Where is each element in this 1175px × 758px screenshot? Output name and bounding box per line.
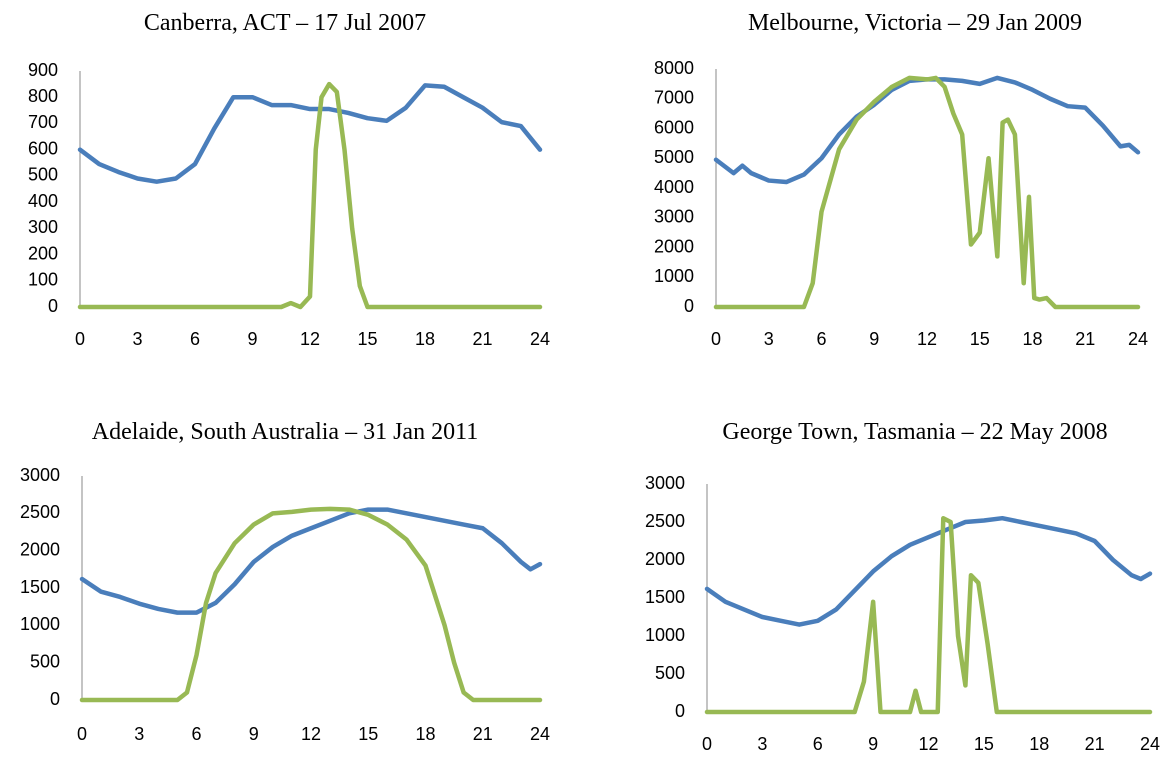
series-line [79,506,543,703]
x-tick-label: 15 [974,734,994,754]
x-tick-label: 18 [415,724,435,744]
chart-panel: Canberra, ACT – 17 Jul 2007 0 100 200 300 400… [28,10,550,349]
y-tick-label: 2500 [20,502,60,522]
chart-title: Melbourne, Victoria – 29 Jan 2009 [748,10,1082,36]
x-tick-label: 6 [190,329,200,349]
x-tick-label: 9 [247,329,257,349]
x-tick-label: 24 [530,329,550,349]
x-tick-label: 12 [300,329,320,349]
x-tick-label: 3 [132,329,142,349]
x-tick-label: 21 [1085,734,1105,754]
y-tick-label: 800 [28,86,58,106]
x-tick-label: 3 [134,724,144,744]
y-tick-label: 900 [28,60,58,80]
x-tick-label: 15 [358,724,378,744]
x-tick-label: 0 [75,329,85,349]
y-tick-label: 0 [684,296,694,316]
series-line [713,75,1141,185]
y-tick-label: 1500 [645,587,685,607]
x-tick-label: 12 [917,329,937,349]
series-line [77,83,543,184]
x-tick-label: 9 [249,724,259,744]
y-tick-label: 1000 [654,266,694,286]
y-tick-label: 0 [675,701,685,721]
y-tick-label: 2500 [645,511,685,531]
y-tick-label: 3000 [645,473,685,493]
x-tick-label: 21 [1075,329,1095,349]
y-tick-label: 500 [28,165,58,185]
y-tick-label: 8000 [654,58,694,78]
y-tick-label: 1000 [20,614,60,634]
x-tick-label: 18 [1022,329,1042,349]
x-tick-label: 3 [764,329,774,349]
series-line [77,81,543,310]
x-tick-label: 12 [301,724,321,744]
y-tick-label: 200 [28,243,58,263]
y-tick-label: 6000 [654,117,694,137]
x-tick-label: 24 [530,724,550,744]
y-tick-label: 2000 [654,236,694,256]
x-tick-label: 24 [1140,734,1160,754]
chart-title: George Town, Tasmania – 22 May 2008 [722,419,1107,445]
series-line [79,507,543,615]
x-tick-label: 18 [1029,734,1049,754]
y-tick-label: 500 [30,651,60,671]
x-tick-label: 18 [415,329,435,349]
y-tick-label: 400 [28,191,58,211]
x-tick-label: 0 [711,329,721,349]
series-line [704,515,1153,627]
y-tick-label: 7000 [654,88,694,108]
x-tick-label: 0 [77,724,87,744]
y-tick-label: 3000 [20,465,60,485]
chart-title: Adelaide, South Australia – 31 Jan 2011 [92,419,478,445]
y-tick-label: 1500 [20,577,60,597]
x-tick-label: 12 [918,734,938,754]
x-tick-label: 24 [1128,329,1148,349]
chart-panel: Adelaide, South Australia – 31 Jan 2011 0… [20,419,550,744]
x-tick-label: 6 [191,724,201,744]
series-line [704,515,1153,715]
y-tick-label: 0 [48,296,58,316]
chart-title: Canberra, ACT – 17 Jul 2007 [144,10,426,36]
x-tick-label: 9 [869,329,879,349]
y-tick-label: 3000 [654,207,694,227]
x-tick-label: 0 [702,734,712,754]
x-tick-label: 9 [868,734,878,754]
y-tick-label: 300 [28,217,58,237]
y-tick-label: 700 [28,112,58,132]
x-tick-label: 15 [357,329,377,349]
chart-panel: Melbourne, Victoria – 29 Jan 2009 0 1000 20… [654,10,1148,349]
y-tick-label: 600 [28,138,58,158]
y-tick-label: 2000 [20,539,60,559]
y-tick-label: 4000 [654,177,694,197]
x-tick-label: 6 [816,329,826,349]
chart-panel: George Town, Tasmania – 22 May 2008 0 500 1… [645,419,1160,754]
y-tick-label: 1000 [645,625,685,645]
y-tick-label: 500 [655,663,685,683]
y-tick-label: 100 [28,270,58,290]
x-tick-label: 15 [970,329,990,349]
x-tick-label: 3 [757,734,767,754]
x-tick-label: 21 [472,329,492,349]
y-tick-label: 5000 [654,147,694,167]
x-tick-label: 21 [473,724,493,744]
series-line [713,75,1141,310]
x-tick-label: 6 [813,734,823,754]
y-tick-label: 0 [50,689,60,709]
y-tick-label: 2000 [645,549,685,569]
